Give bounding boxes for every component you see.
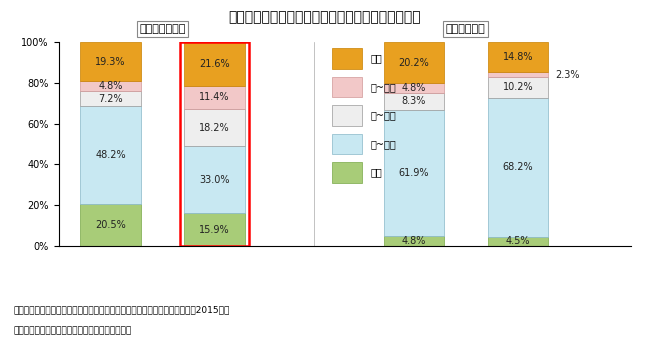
Text: 10.2%: 10.2% xyxy=(502,82,533,92)
Text: 68.2%: 68.2% xyxy=(502,162,533,172)
Text: 15.9%: 15.9% xyxy=(199,225,230,234)
Bar xyxy=(184,109,245,146)
Bar xyxy=(488,98,548,237)
Text: 資料出所）労働政策研究・研修機構「職業キャリアと生活に関する調査」（2015年）: 資料出所）労働政策研究・研修機構「職業キャリアと生活に関する調査」（2015年） xyxy=(13,305,229,314)
Text: 14.8%: 14.8% xyxy=(502,52,533,62)
FancyBboxPatch shape xyxy=(332,48,362,68)
Text: ０日: ０日 xyxy=(370,167,382,177)
Bar xyxy=(384,236,444,246)
Text: 図表８　経済的役割意識別　１週間の末子育児頻度: 図表８ 経済的役割意識別 １週間の末子育児頻度 xyxy=(229,11,421,25)
Text: 4.8%: 4.8% xyxy=(98,81,123,91)
Bar xyxy=(384,110,444,236)
Text: 20.5%: 20.5% xyxy=(95,220,126,230)
Text: ７日: ７日 xyxy=(370,53,382,64)
Bar xyxy=(184,42,245,86)
Text: 8.3%: 8.3% xyxy=(402,97,426,106)
Bar xyxy=(80,91,141,106)
Text: 4.5%: 4.5% xyxy=(506,236,530,246)
Text: 18.2%: 18.2% xyxy=(199,122,230,133)
Text: 4.8%: 4.8% xyxy=(402,236,426,246)
Text: 21.6%: 21.6% xyxy=(199,59,230,69)
Bar xyxy=(488,77,548,98)
Text: 4.8%: 4.8% xyxy=(402,83,426,93)
Bar xyxy=(488,42,548,72)
Text: 11.4%: 11.4% xyxy=(200,93,229,102)
FancyBboxPatch shape xyxy=(332,77,362,97)
Text: 20.2%: 20.2% xyxy=(398,58,429,68)
Text: 身の回りの世話: 身の回りの世話 xyxy=(139,24,186,34)
Text: 61.9%: 61.9% xyxy=(398,168,429,178)
Text: 2.3%: 2.3% xyxy=(555,69,580,80)
Bar xyxy=(80,106,141,204)
Bar xyxy=(80,204,141,246)
Bar xyxy=(184,86,245,109)
Text: ５~６日: ５~６日 xyxy=(370,82,396,92)
Bar xyxy=(384,83,444,93)
Text: ３~４日: ３~４日 xyxy=(370,111,396,120)
Bar xyxy=(384,93,444,110)
Text: 子どもと遊ぶ: 子どもと遊ぶ xyxy=(446,24,486,34)
Bar xyxy=(488,72,548,77)
Text: １~２日: １~２日 xyxy=(370,139,396,149)
FancyBboxPatch shape xyxy=(332,162,362,183)
Text: 48.2%: 48.2% xyxy=(95,150,126,160)
Bar xyxy=(184,213,245,246)
Bar xyxy=(80,81,141,91)
Bar xyxy=(80,42,141,81)
Text: 7.2%: 7.2% xyxy=(98,93,123,104)
Text: 分析対象：６歳未満の子と同居する正規雇用男性: 分析対象：６歳未満の子と同居する正規雇用男性 xyxy=(13,326,131,336)
Bar xyxy=(488,237,548,246)
Text: 33.0%: 33.0% xyxy=(200,175,229,185)
Text: 19.3%: 19.3% xyxy=(96,57,125,67)
Bar xyxy=(184,146,245,213)
FancyBboxPatch shape xyxy=(332,134,362,154)
FancyBboxPatch shape xyxy=(332,105,362,126)
Bar xyxy=(384,42,444,83)
